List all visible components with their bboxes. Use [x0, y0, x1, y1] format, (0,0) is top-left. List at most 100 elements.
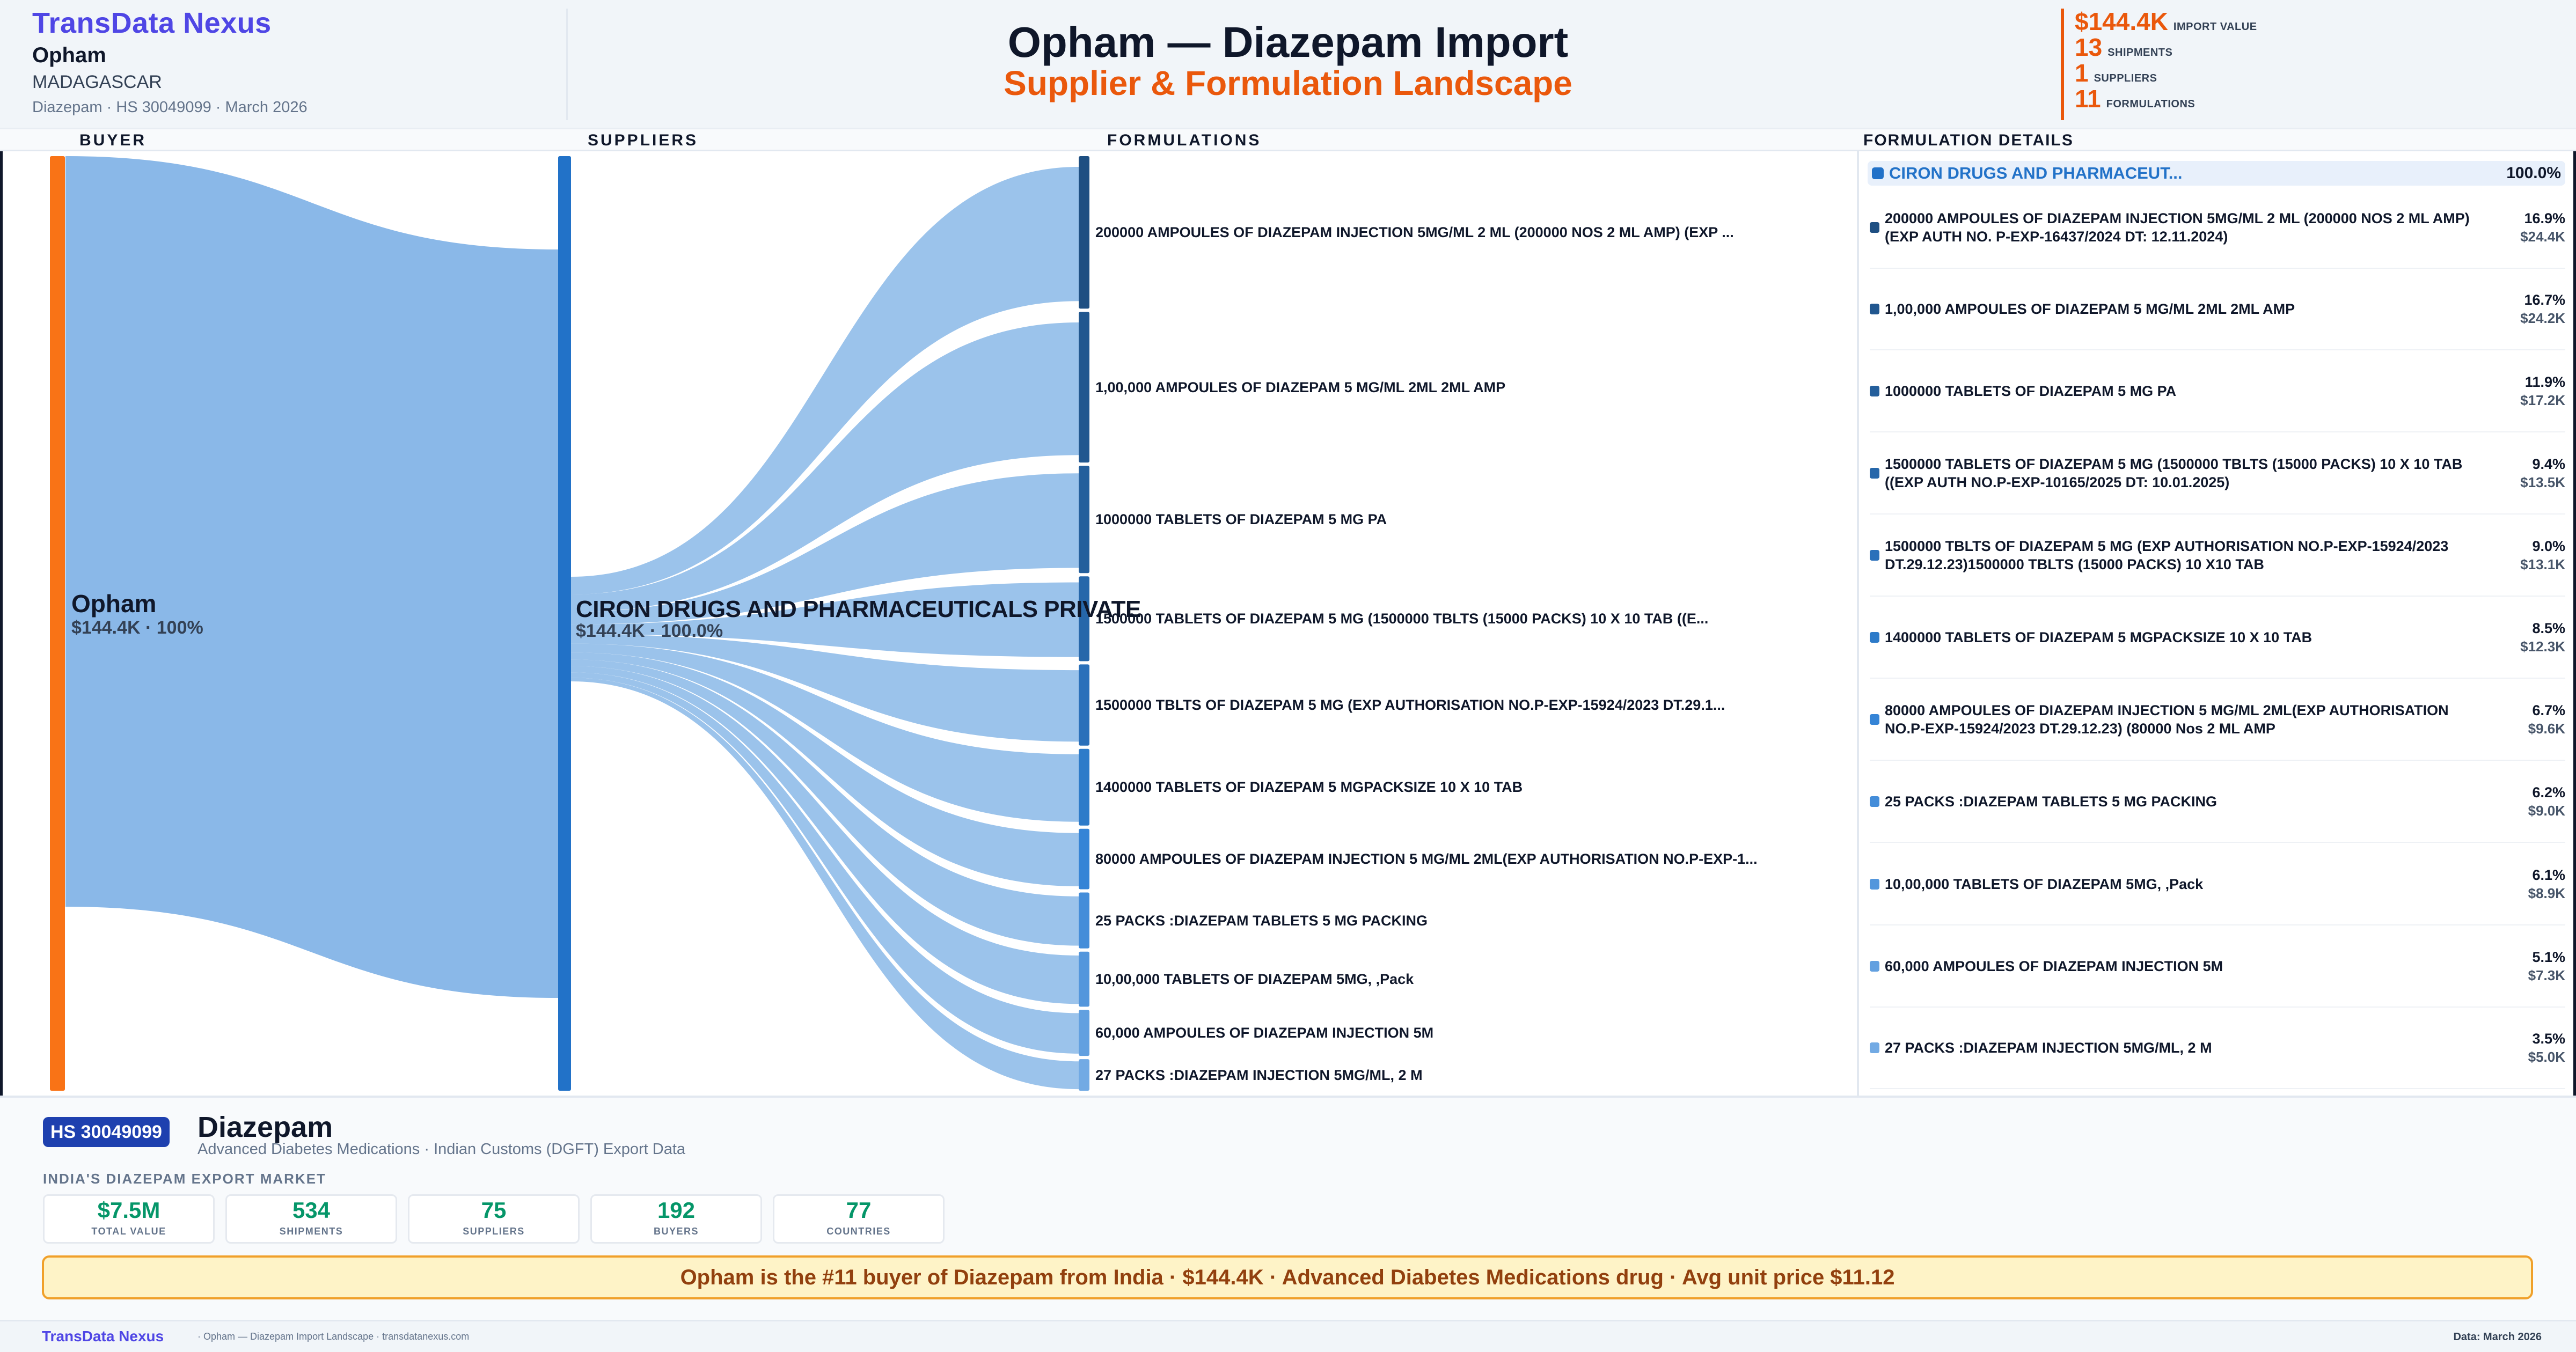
formulation-detail-value: $17.2K	[2520, 392, 2565, 408]
link-supplier-formulation[interactable]	[571, 322, 1079, 612]
kpi-value: 1	[2075, 59, 2089, 87]
market-heading: INDIA'S DIAZEPAM EXPORT MARKET	[43, 1171, 326, 1187]
page-footer: TransData Nexus · Opham — Diazepam Impor…	[0, 1320, 2576, 1352]
supplier-detail-row[interactable]: CIRON DRUGS AND PHARMACEUT... 100.0%	[1868, 161, 2565, 186]
formulation-node[interactable]	[1079, 748, 1089, 826]
formulation-detail-name: 10,00,000 TABLETS OF DIAZEPAM 5MG, ,Pack	[1885, 876, 2204, 892]
formulation-detail-name: 60,000 AMPOULES OF DIAZEPAM INJECTION 5M	[1885, 958, 2223, 974]
formulation-detail-name: 1500000 TABLETS OF DIAZEPAM 5 MG (150000…	[1885, 455, 2463, 490]
formulation-node[interactable]	[1079, 466, 1089, 574]
formulation-detail-name: 1000000 TABLETS OF DIAZEPAM 5 MG PA	[1885, 383, 2177, 399]
link-supplier-formulation[interactable]	[571, 167, 1079, 594]
formulation-detail-value: $24.4K	[2520, 228, 2565, 245]
link-supplier-formulation[interactable]	[571, 672, 1079, 1054]
column-header-details: FORMULATION DETAILS	[1863, 131, 2074, 149]
stat-total-value: $7.5M TOTAL VALUE	[43, 1194, 215, 1244]
formulation-detail-row[interactable]: 1000000 TABLETS OF DIAZEPAM 5 MG PA 11.9%…	[1870, 350, 2565, 432]
stat-value: 192	[657, 1197, 696, 1223]
formulation-swatch-icon	[1870, 549, 1879, 561]
formulation-detail-row[interactable]: 27 PACKS :DIAZEPAM INJECTION 5MG/ML, 2 M…	[1870, 1007, 2565, 1089]
formulation-detail-value: $9.0K	[2528, 802, 2565, 819]
link-supplier-formulation[interactable]	[571, 582, 1079, 657]
formulation-detail-name: 80000 AMPOULES OF DIAZEPAM INJECTION 5 M…	[1885, 702, 2449, 737]
stat-label: SUPPLIERS	[463, 1226, 525, 1237]
formulation-swatch-icon	[1870, 796, 1879, 807]
stat-value: 77	[846, 1197, 872, 1223]
supplier-node-name: CIRON DRUGS AND PHARMACEUTICALS PRIVATE	[576, 596, 1141, 622]
title-block: Opham — Diazepam Import Supplier & Formu…	[698, 19, 1878, 101]
formulation-detail-value: $8.9K	[2528, 885, 2565, 901]
kpi-label: SHIPMENTS	[2107, 47, 2173, 58]
formulation-detail-value: $5.0K	[2528, 1048, 2565, 1065]
formulation-node-label: 10,00,000 TABLETS OF DIAZEPAM 5MG, ,Pack	[1095, 971, 1414, 988]
kpi-value: 11	[2075, 85, 2101, 113]
formulation-detail-pct: 6.7%	[2532, 702, 2565, 718]
formulation-detail-values: 9.0% $13.1K	[2501, 537, 2565, 574]
formulation-detail-values: 5.1% $7.3K	[2501, 948, 2565, 984]
formulation-detail-value: $13.1K	[2520, 556, 2565, 572]
formulation-swatch-icon	[1870, 467, 1879, 479]
formulation-detail-row[interactable]: 1,00,000 AMPOULES OF DIAZEPAM 5 MG/ML 2M…	[1870, 268, 2565, 350]
link-supplier-formulation[interactable]	[571, 473, 1079, 624]
formulation-node[interactable]	[1079, 576, 1089, 662]
link-supplier-formulation[interactable]	[571, 659, 1079, 946]
formulation-detail-row[interactable]: 1400000 TABLETS OF DIAZEPAM 5 MGPACKSIZE…	[1870, 597, 2565, 679]
link-supplier-formulation[interactable]	[571, 643, 1079, 822]
supplier-node[interactable]	[558, 156, 571, 1091]
formulation-node[interactable]	[1079, 664, 1089, 746]
link-supplier-formulation[interactable]	[571, 666, 1079, 1004]
formulation-node[interactable]	[1079, 828, 1089, 890]
formulation-node-label: 200000 AMPOULES OF DIAZEPAM INJECTION 5M…	[1095, 224, 1734, 241]
market-stats: $7.5M TOTAL VALUE 534 SHIPMENTS 75 SUPPL…	[43, 1194, 945, 1244]
formulation-detail-row[interactable]: 200000 AMPOULES OF DIAZEPAM INJECTION 5M…	[1870, 187, 2565, 269]
link-supplier-formulation[interactable]	[571, 634, 1079, 742]
buyer-node[interactable]	[50, 156, 65, 1091]
formulation-node[interactable]	[1079, 156, 1089, 309]
kpi-label: SUPPLIERS	[2094, 72, 2157, 84]
stat-value: $7.5M	[97, 1197, 160, 1223]
formulation-node-label: 1500000 TBLTS OF DIAZEPAM 5 MG (EXP AUTH…	[1095, 697, 1725, 714]
formulation-detail-row[interactable]: 25 PACKS :DIAZEPAM TABLETS 5 MG PACKING 6…	[1870, 761, 2565, 843]
formulation-detail-values: 8.5% $12.3K	[2501, 619, 2565, 656]
formulation-detail-row[interactable]: 1500000 TBLTS OF DIAZEPAM 5 MG (EXP AUTH…	[1870, 515, 2565, 597]
formulation-node[interactable]	[1079, 892, 1089, 949]
column-header-formulations: FORMULATIONS	[1107, 131, 1262, 149]
formulation-detail-value: $7.3K	[2528, 967, 2565, 983]
formulation-node[interactable]	[1079, 1010, 1089, 1056]
formulation-detail-values: 11.9% $17.2K	[2501, 373, 2565, 409]
kpi-value: 13	[2075, 33, 2103, 61]
link-supplier-formulation[interactable]	[571, 678, 1079, 1090]
formulation-detail-value: $24.2K	[2520, 310, 2565, 326]
formulation-node[interactable]	[1079, 1059, 1089, 1091]
stat-label: TOTAL VALUE	[91, 1226, 166, 1237]
formulation-detail-values: 9.4% $13.5K	[2501, 455, 2565, 491]
formulation-swatch-icon	[1870, 878, 1879, 890]
formulation-node[interactable]	[1079, 312, 1089, 463]
kpi-import-value: $144.4K IMPORT VALUE	[2075, 9, 2257, 34]
formulation-detail-name: 25 PACKS :DIAZEPAM TABLETS 5 MG PACKING	[1885, 793, 2218, 810]
formulation-detail-pct: 8.5%	[2532, 620, 2565, 636]
formulation-detail-values: 6.1% $8.9K	[2501, 866, 2565, 902]
page-header: TransData Nexus Opham MADAGASCAR Diazepa…	[0, 0, 2576, 128]
insight-banner: Opham is the #11 buyer of Diazepam from …	[42, 1255, 2533, 1299]
sankey-svg	[50, 156, 1089, 1091]
kpi-value: $144.4K	[2075, 8, 2168, 35]
formulation-detail-pct: 6.1%	[2532, 866, 2565, 883]
product-summary: HS 30049099 Diazepam Advanced Diabetes M…	[0, 1096, 2576, 1320]
stat-value: 534	[292, 1197, 331, 1223]
formulation-detail-pct: 9.0%	[2532, 538, 2565, 554]
formulation-detail-row[interactable]: 60,000 AMPOULES OF DIAZEPAM INJECTION 5M…	[1870, 925, 2565, 1008]
formulation-detail-row[interactable]: 10,00,000 TABLETS OF DIAZEPAM 5MG, ,Pack…	[1870, 843, 2565, 925]
formulation-detail-row[interactable]: 80000 AMPOULES OF DIAZEPAM INJECTION 5 M…	[1870, 679, 2565, 761]
link-supplier-formulation[interactable]	[571, 652, 1079, 886]
formulation-node-label: 1000000 TABLETS OF DIAZEPAM 5 MG PA	[1095, 511, 1387, 528]
formulation-node-label: 80000 AMPOULES OF DIAZEPAM INJECTION 5 M…	[1095, 851, 1758, 868]
buyer-meta: Diazepam · HS 30049099 · March 2026	[32, 99, 308, 116]
brand-logo[interactable]: TransData Nexus	[32, 7, 272, 39]
footer-brand[interactable]: TransData Nexus	[42, 1328, 164, 1344]
formulation-detail-row[interactable]: 1500000 TABLETS OF DIAZEPAM 5 MG (150000…	[1870, 432, 2565, 515]
formulation-node[interactable]	[1079, 951, 1089, 1007]
formulation-swatch-icon	[1870, 222, 1879, 233]
link-buyer-supplier[interactable]	[65, 156, 558, 998]
supplier-detail-pct: 100.0%	[2506, 164, 2561, 182]
